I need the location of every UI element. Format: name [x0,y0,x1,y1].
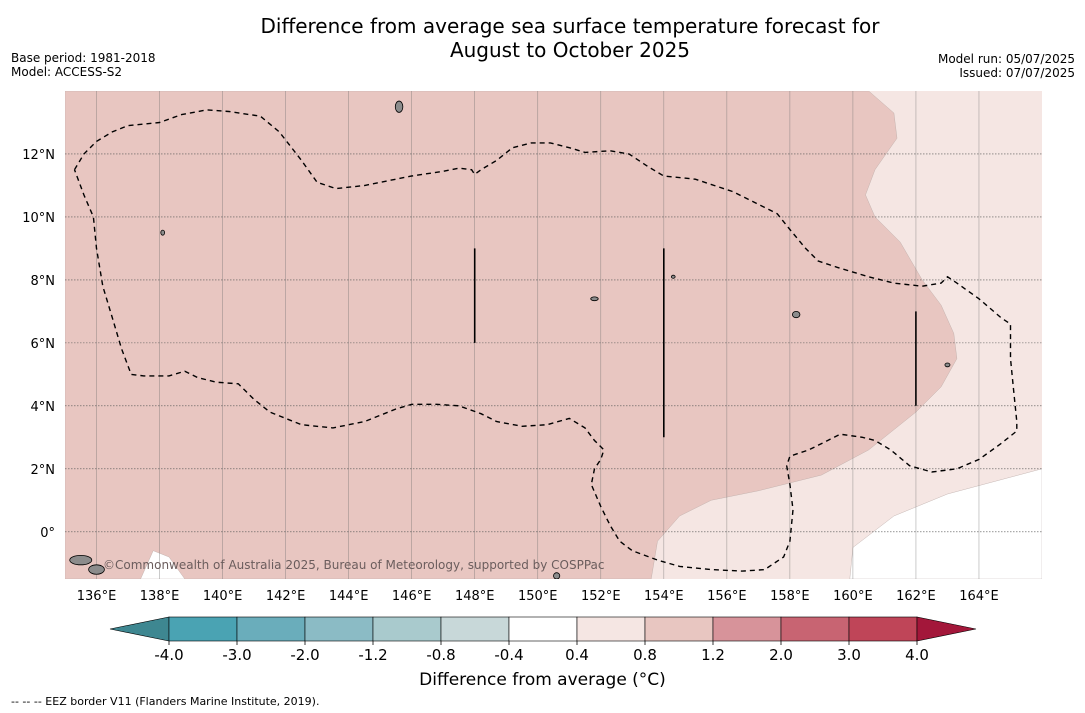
issued-date: Issued: 07/07/2025 [959,66,1075,80]
lon-tick-label: 146°E [392,589,432,600]
colorbar-tick-label: -2.0 [290,646,319,664]
base-period: Base period: 1981-2018 [11,51,156,65]
colorbar-tick-label: -4.0 [154,646,183,664]
colorbar-cell [576,616,646,642]
map-title: Difference from average sea surface temp… [260,14,880,62]
island-shape [69,554,93,566]
lon-tick-label: 164°E [959,589,999,600]
colorbar-title: Difference from average (°C) [419,670,666,690]
colorbar-tick-label: -1.2 [358,646,387,664]
lat-tick-label: 8°N [31,274,56,289]
lon-tick-label: 154°E [644,589,684,600]
colorbar-cell [644,616,714,642]
colorbar-tick-label: 2.0 [769,646,793,664]
island-shape [88,564,105,575]
lon-tick-label: 150°E [518,589,558,600]
lon-tick-label: 138°E [140,589,180,600]
lon-tick-label: 144°E [329,589,369,600]
colorbar-cell [168,616,238,642]
island-shape [553,572,561,579]
lat-tick-label: 6°N [31,337,56,352]
colorbar-tick-label: 1.2 [701,646,725,664]
colorbar-cell [236,616,306,642]
colorbar-tick-label: 0.8 [633,646,657,664]
colorbar-cell [712,616,782,642]
lon-tick-label: 136°E [77,589,117,600]
lon-tick-label: 156°E [707,589,747,600]
colorbar-tick-label: -3.0 [222,646,251,664]
lon-axis: 136°E 138°E 140°E 142°E 144°E 146°E 148°E 150°E… [77,589,999,600]
island-shape [590,296,599,302]
sst-map: 0° 2°N 4°N 6°N 8°N 10°N 12°N 136°E 138°E 140°E 14… [22,91,1042,600]
island-shape [160,229,165,236]
colorbar-tick-label: 3.0 [837,646,861,664]
plot-area [65,91,1042,579]
lon-tick-label: 142°E [266,589,306,600]
colorbar-tick-label: 0.4 [565,646,589,664]
island-shape [791,310,801,319]
lon-tick-label: 160°E [833,589,873,600]
lat-tick-label: 12°N [22,148,55,163]
colorbar-tick-label: 4.0 [905,646,929,664]
colorbar-ticks: -4.0 -3.0 -2.0 -1.2 -0.8 -0.4 0.4 0.8 1.2 2.0 3.0 4… [154,641,929,664]
lat-tick-label: 2°N [31,463,56,478]
colorbar-cells [109,616,977,642]
island-shape [944,362,951,368]
colorbar-cell [440,616,510,642]
island-shape [670,274,676,279]
eez-border-dashed [73,109,1018,572]
colorbar-extend-low [109,616,170,642]
lon-tick-label: 152°E [581,589,621,600]
lat-axis: 0° 2°N 4°N 6°N 8°N 10°N 12°N [22,148,55,541]
colorbar-tick-label: -0.4 [494,646,523,664]
lat-tick-label: 4°N [31,400,56,415]
colorbar-tick-label: -0.8 [426,646,455,664]
colorbar-cell [372,616,442,642]
lat-tick-label: 0° [40,526,55,541]
lon-tick-label: 162°E [896,589,936,600]
colorbar-cell [304,616,374,642]
meta-left: Base period: 1981-2018 Model: ACCESS-S2 [11,51,156,79]
anomaly-band-0 [65,91,958,579]
lat-tick-label: 10°N [22,211,55,226]
eez-note: -- -- -- EEZ border V11 (Flanders Marine… [11,695,320,708]
meta-right: Model run: 05/07/2025 Issued: 07/07/2025 [938,52,1075,80]
lon-tick-label: 148°E [455,589,495,600]
colorbar-cell [780,616,850,642]
colorbar-cell [508,616,578,642]
model-run: Model run: 05/07/2025 [937,52,1075,66]
colorbar: -4.0 -3.0 -2.0 -1.2 -0.8 -0.4 0.4 0.8 1.2 2.0 3.0 4… [109,616,977,664]
copyright-note: ©Commonwealth of Australia 2025, Bureau … [103,558,605,572]
lon-tick-label: 140°E [203,589,243,600]
island-shape [394,100,404,113]
anomaly-band-2 [140,550,186,579]
lon-tick-label: 158°E [770,589,810,600]
colorbar-extend-high [916,616,977,642]
model-name: Model: ACCESS-S2 [11,65,123,79]
colorbar-cell [848,616,918,642]
